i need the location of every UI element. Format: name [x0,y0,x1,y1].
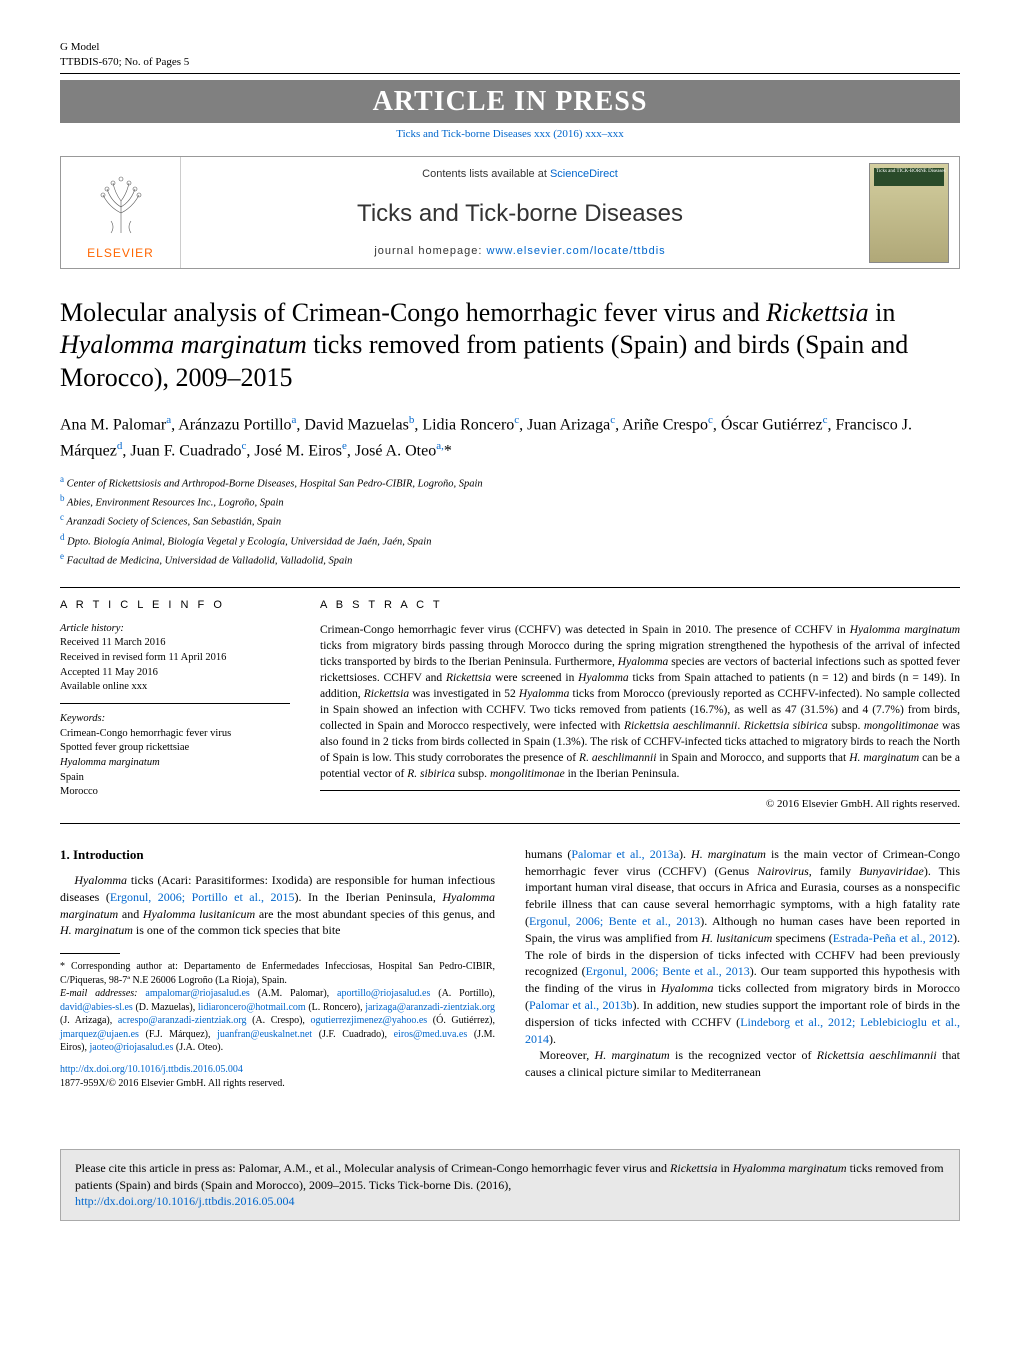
history-line: Accepted 11 May 2016 [60,666,290,681]
abstract-copyright: © 2016 Elsevier GmbH. All rights reserve… [320,797,960,812]
homepage-prefix: journal homepage: [374,245,486,257]
citation-link[interactable]: Palomar et al., 2013a [571,847,679,861]
email-link[interactable]: ampalomar@riojasalud.es [145,988,249,999]
rule-top [60,587,960,588]
history-line: Received 11 March 2016 [60,636,290,651]
abstract-heading: a b s t r a c t [320,598,960,613]
email-link[interactable]: jarizaga@aranzadi-zientziak.org [365,1002,495,1013]
email-link[interactable]: jaoteo@riojasalud.es [89,1042,173,1053]
rule-bottom [60,823,960,824]
journal-citation: Ticks and Tick-borne Diseases xxx (2016)… [60,127,960,142]
citation-link[interactable]: Ergonul, 2006; Bente et al., 2013 [586,964,750,978]
article-history-block: Article history: Received 11 March 2016R… [60,622,290,704]
cover-thumb-panel: Ticks and TICK-BORNE Diseases [859,157,959,267]
email-link[interactable]: aportillo@riojasalud.es [337,988,430,999]
email-link[interactable]: david@abies-sl.es [60,1002,133,1013]
homepage-line: journal homepage: www.elsevier.com/locat… [191,244,849,259]
email-link[interactable]: jmarquez@ujaen.es [60,1029,139,1040]
keyword-line: Spotted fever group rickettsiae [60,741,290,756]
model-header: G Model TTBDIS-670; No. of Pages 5 [60,40,960,74]
history-line: Available online xxx [60,680,290,695]
doi-link[interactable]: http://dx.doi.org/10.1016/j.ttbdis.2016.… [60,1064,243,1075]
affiliations: a Center of Rickettsiosis and Arthropod-… [60,473,960,569]
email-link[interactable]: acrespo@aranzadi-zientziak.org [118,1015,247,1026]
left-column: 1. Introduction Hyalomma ticks (Acari: P… [60,846,495,1091]
model-right: TTBDIS-670; No. of Pages 5 [60,55,189,70]
doi-block: http://dx.doi.org/10.1016/j.ttbdis.2016.… [60,1063,495,1091]
keywords-block: Keywords: Crimean-Congo hemorrhagic feve… [60,712,290,800]
email-link[interactable]: ogutierrezjimenez@yahoo.es [311,1015,428,1026]
history-line: Received in revised form 11 April 2016 [60,651,290,666]
citation-link[interactable]: Palomar et al., 2013b [529,998,633,1012]
contents-prefix: Contents lists available at [422,168,550,180]
article-info-column: a r t i c l e i n f o Article history: R… [60,598,290,813]
email-link[interactable]: lidiaroncero@hotmail.com [198,1002,306,1013]
intro-para-right-1: humans (Palomar et al., 2013a). H. margi… [525,846,960,1048]
contents-line: Contents lists available at ScienceDirec… [191,167,849,182]
elsevier-wordmark: ELSEVIER [87,245,154,262]
keyword-line: Morocco [60,785,290,800]
article-title: Molecular analysis of Crimean-Congo hemo… [60,297,960,395]
footnote-rule [60,953,120,954]
authors-line: Ana M. Palomara, Aránzazu Portilloa, Dav… [60,412,960,463]
corresponding-author: * Corresponding author at: Departamento … [60,960,495,987]
journal-box-center: Contents lists available at ScienceDirec… [181,157,859,267]
homepage-link[interactable]: www.elsevier.com/locate/ttbdis [487,245,666,257]
article-info-heading: a r t i c l e i n f o [60,598,290,613]
cite-box-link[interactable]: http://dx.doi.org/10.1016/j.ttbdis.2016.… [75,1194,294,1208]
intro-para-right-2: Moreover, H. marginatum is the recognize… [525,1047,960,1081]
citation-link[interactable]: Lindeborg et al., 2012; Leblebicioglu et… [525,1015,960,1046]
right-column: humans (Palomar et al., 2013a). H. margi… [525,846,960,1091]
footnotes: * Corresponding author at: Departamento … [60,960,495,1055]
intro-para-left: Hyalomma ticks (Acari: Parasitiformes: I… [60,872,495,939]
history-label: Article history: [60,622,290,637]
keyword-line: Crimean-Congo hemorrhagic fever virus [60,727,290,742]
model-left: G Model [60,40,189,55]
abstract-column: a b s t r a c t Crimean-Congo hemorrhagi… [320,598,960,813]
press-banner: ARTICLE IN PRESS [60,80,960,123]
section-heading-intro: 1. Introduction [60,846,495,864]
journal-cover-thumb: Ticks and TICK-BORNE Diseases [869,163,949,263]
issn-line: 1877-959X/© 2016 Elsevier GmbH. All righ… [60,1078,285,1089]
keyword-line: Hyalomma marginatum [60,756,290,771]
citation-link[interactable]: Ergonul, 2006; Portillo et al., 2015 [110,890,295,904]
abstract-body: Crimean-Congo hemorrhagic fever virus (C… [320,622,960,792]
sciencedirect-link[interactable]: ScienceDirect [550,168,618,180]
keyword-line: Spain [60,771,290,786]
emails-block: E-mail addresses: ampalomar@riojasalud.e… [60,987,495,1055]
email-link[interactable]: eiros@med.uva.es [394,1029,468,1040]
email-link[interactable]: juanfran@euskalnet.net [217,1029,312,1040]
publisher-logo-panel: ELSEVIER [61,157,181,267]
cite-box: Please cite this article in press as: Pa… [60,1149,960,1221]
citation-link[interactable]: Estrada-Peña et al., 2012 [833,931,953,945]
journal-title: Ticks and Tick-borne Diseases [191,197,849,231]
keywords-label: Keywords: [60,712,290,727]
journal-box: ELSEVIER Contents lists available at Sci… [60,156,960,268]
citation-link[interactable]: Ergonul, 2006; Bente et al., 2013 [529,914,700,928]
journal-citation-link[interactable]: Ticks and Tick-borne Diseases xxx (2016)… [396,128,624,140]
elsevier-tree-icon [81,163,161,243]
